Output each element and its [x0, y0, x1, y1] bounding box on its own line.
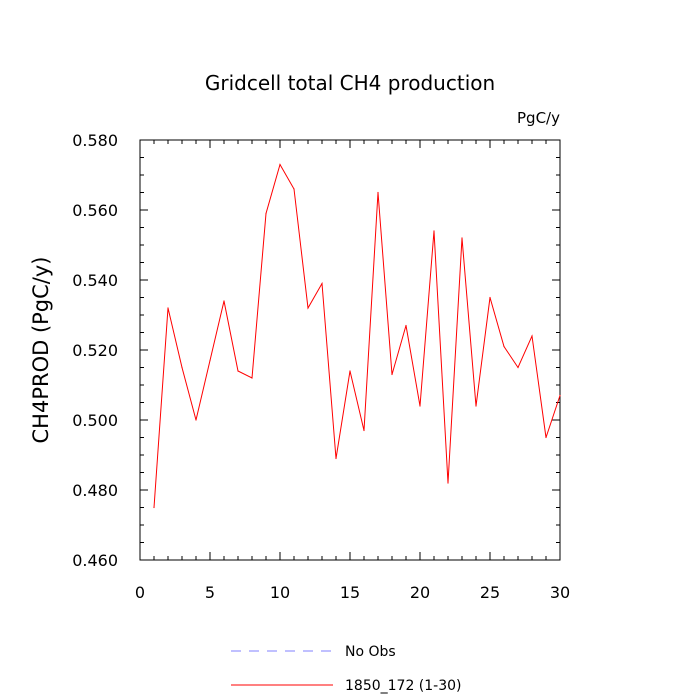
y-tick-label: 0.500 — [72, 411, 118, 430]
data-point — [335, 457, 337, 460]
units-label: PgC/y — [517, 109, 560, 127]
data-point — [447, 482, 449, 484]
x-tick-label: 20 — [410, 583, 430, 602]
data-point — [251, 377, 253, 379]
y-axis-label: CH4PROD (PgC/y) — [29, 257, 53, 444]
data-point — [531, 335, 533, 337]
data-point — [433, 230, 435, 232]
plot-frame — [139, 139, 561, 561]
data-point — [363, 429, 365, 432]
data-point — [391, 373, 393, 376]
data-point — [293, 188, 295, 190]
data-point — [321, 282, 323, 285]
data-point — [503, 345, 505, 348]
data-point — [559, 394, 561, 397]
legend-label: 1850_172 (1-30) — [345, 678, 462, 694]
x-tick-label: 0 — [135, 583, 145, 602]
legend-label: No Obs — [345, 644, 396, 660]
data-point — [195, 419, 197, 421]
data-point — [377, 191, 379, 194]
y-tick-label: 0.460 — [72, 551, 118, 570]
data-point — [405, 324, 407, 327]
data-point — [419, 405, 421, 407]
x-tick-label: 5 — [205, 583, 215, 602]
data-point — [349, 370, 351, 372]
data-point — [307, 307, 309, 309]
data-point — [279, 163, 281, 166]
x-tick-label: 25 — [480, 583, 500, 602]
chart-title: Gridcell total CH4 production — [205, 71, 495, 95]
x-tick-label: 15 — [340, 583, 360, 602]
series-line — [153, 163, 561, 508]
data-point — [265, 212, 267, 215]
data-point — [223, 300, 225, 302]
data-point — [237, 370, 239, 372]
data-point — [209, 359, 211, 362]
legend: No Obs 1850_172 (1-30) — [231, 644, 462, 694]
x-tick-label: 10 — [270, 583, 290, 602]
data-point — [167, 307, 169, 309]
data-point — [181, 366, 183, 369]
y-tick-label: 0.540 — [72, 271, 118, 290]
data-point — [475, 405, 477, 407]
data-point — [517, 366, 519, 369]
axis-tick-labels: 0 5 10 15 20 25 30 0.460 0.480 0.500 0.520 0.540 0.5… — [72, 131, 570, 602]
axis-ticks — [139, 139, 561, 561]
series-group — [153, 163, 561, 509]
data-point — [489, 296, 491, 299]
y-tick-label: 0.580 — [72, 131, 118, 150]
x-tick-label: 30 — [550, 583, 570, 602]
y-tick-label: 0.520 — [72, 341, 118, 360]
data-point — [153, 506, 155, 509]
data-point — [461, 237, 463, 239]
data-point — [545, 436, 547, 439]
y-tick-label: 0.560 — [72, 201, 118, 220]
y-tick-label: 0.480 — [72, 481, 118, 500]
